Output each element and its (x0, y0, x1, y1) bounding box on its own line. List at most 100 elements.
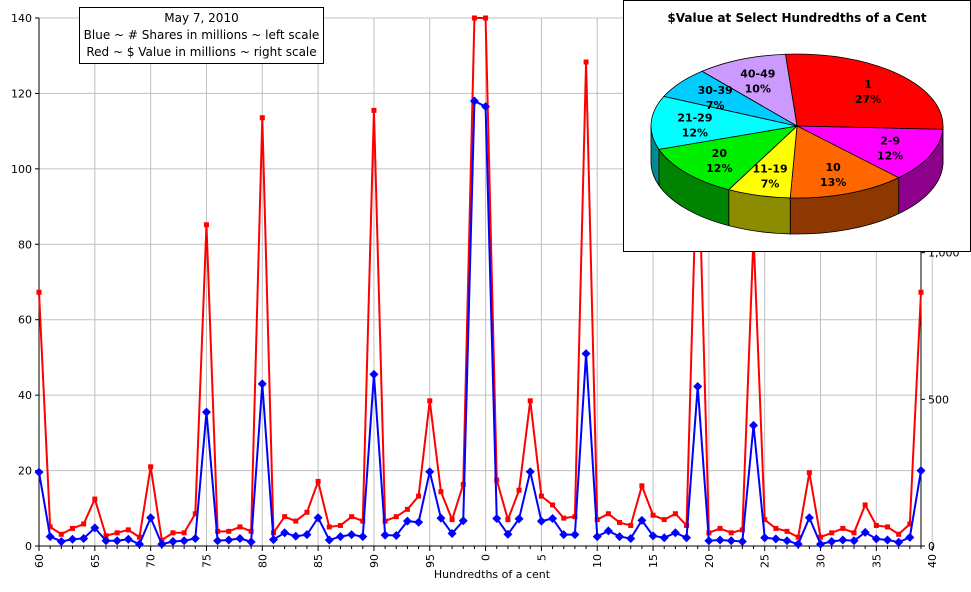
data-point (581, 349, 591, 359)
data-point (235, 533, 245, 543)
legend-date: May 7, 2010 (164, 11, 239, 25)
pie-slice (701, 53, 798, 127)
x-tick-label: 85 (312, 554, 325, 568)
data-point (349, 514, 355, 520)
legend-red-series: Red ~ $ Value in millions ~ right scale (86, 45, 317, 59)
data-point (559, 530, 569, 540)
data-point (505, 517, 511, 523)
data-point (170, 530, 176, 536)
data-point (157, 539, 167, 549)
data-point (862, 502, 868, 508)
pie-slices (650, 53, 944, 199)
data-point (737, 536, 747, 546)
data-point (114, 530, 120, 536)
data-point (436, 513, 446, 523)
data-point (503, 529, 513, 539)
data-point (56, 536, 66, 546)
data-point (907, 521, 913, 527)
data-point (516, 487, 522, 493)
data-point (883, 535, 893, 545)
pie-slice (789, 125, 900, 199)
data-point (548, 513, 558, 523)
data-point (514, 514, 524, 524)
x-tick-label: 30 (815, 554, 828, 568)
data-point (771, 534, 781, 544)
data-point (715, 535, 725, 545)
data-point (190, 533, 200, 543)
data-point (804, 513, 814, 523)
data-point (469, 96, 479, 106)
data-point (304, 509, 310, 515)
data-point (36, 289, 42, 295)
data-point (337, 522, 343, 528)
data-point (536, 516, 546, 526)
left-tick-label: 0 (25, 540, 32, 553)
data-point (280, 528, 290, 538)
data-point (617, 520, 623, 526)
data-point (101, 536, 111, 546)
pie-slice-label: 20 (712, 147, 728, 160)
left-tick-label: 120 (11, 87, 32, 100)
pie-slice-label: 11-19 (753, 163, 788, 176)
data-point (416, 493, 422, 499)
left-tick-label: 40 (18, 389, 32, 402)
data-point (47, 524, 53, 530)
data-point (659, 533, 669, 543)
data-point (648, 531, 658, 541)
data-point (458, 516, 468, 526)
x-tick-label: 75 (200, 554, 213, 568)
data-point (34, 467, 44, 477)
x-tick-label: 20 (703, 554, 716, 568)
data-point (103, 533, 109, 539)
data-point (360, 518, 366, 524)
data-point (650, 512, 656, 518)
data-point (728, 530, 734, 536)
left-tick-label: 20 (18, 465, 32, 478)
data-point (81, 521, 87, 527)
pie-slice-percent: 12% (877, 150, 903, 163)
left-tick-label: 140 (11, 12, 32, 25)
data-point (123, 534, 133, 544)
pie-slice-label: 30-39 (698, 84, 733, 97)
data-point (795, 534, 801, 540)
data-point (704, 536, 714, 546)
data-point (873, 522, 879, 528)
x-tick-label: 40 (926, 554, 939, 568)
data-point (481, 102, 491, 112)
data-point (471, 15, 477, 21)
series-shares (34, 96, 926, 549)
data-point (179, 536, 189, 546)
data-point (626, 533, 636, 543)
data-point (293, 518, 299, 524)
right-tick-label: 0 (928, 540, 935, 553)
data-point (550, 502, 556, 508)
data-point (816, 539, 826, 549)
data-point (203, 222, 209, 228)
x-tick-label: 15 (647, 554, 660, 568)
data-point (393, 514, 399, 520)
data-point (427, 398, 433, 404)
pie-slice-percent: 13% (820, 176, 846, 189)
pie-slice-label: 1 (864, 78, 872, 91)
data-point (918, 289, 924, 295)
data-point (894, 537, 904, 547)
data-point (302, 530, 312, 540)
data-point (134, 539, 144, 549)
data-point (402, 516, 412, 526)
x-tick-label: 35 (870, 554, 883, 568)
data-point (717, 525, 723, 531)
data-point (916, 466, 926, 476)
data-point (291, 531, 301, 541)
pie-slice-label: 10 (826, 161, 842, 174)
data-point (438, 489, 444, 495)
data-point (661, 517, 667, 523)
data-point (136, 534, 142, 540)
pie-sides (650, 125, 944, 235)
data-point (637, 515, 647, 525)
data-point (840, 525, 846, 531)
pie-slice (658, 125, 799, 191)
x-axis-label: Hundredths of a cent (434, 568, 551, 581)
x-tick-label: 70 (145, 554, 158, 568)
data-point (739, 527, 745, 533)
